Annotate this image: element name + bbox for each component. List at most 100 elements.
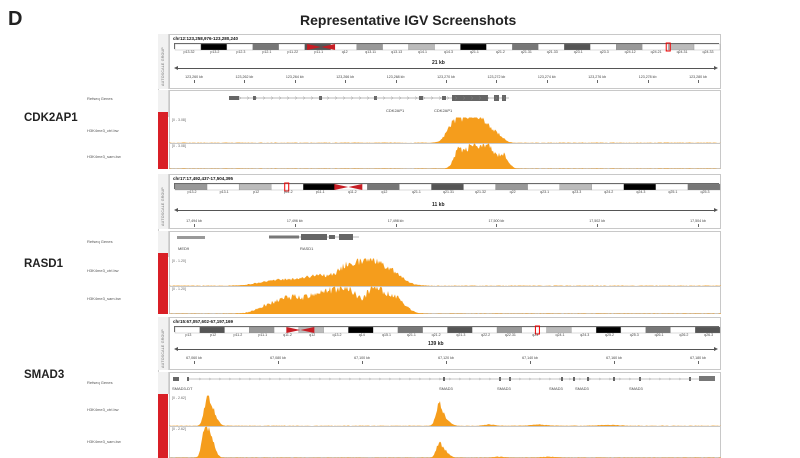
gene-exon: [419, 96, 423, 100]
gene-exon: [443, 377, 445, 381]
strand-arrow: [528, 377, 532, 381]
band-label: q24.3: [580, 333, 590, 337]
ruler-tick: [446, 361, 447, 364]
band-label: q13.13: [391, 50, 403, 54]
ruler-tick: [446, 80, 447, 83]
ruler-tick: [194, 361, 195, 364]
locus-box[interactable]: chr12:123,258,976-123,280,240: [173, 36, 239, 41]
band-label: p13.1: [219, 190, 229, 194]
ruler-tick-label: 123,268 kb: [386, 75, 405, 79]
strand-arrow: [578, 377, 582, 381]
chromosome-ideogram[interactable]: [174, 182, 721, 192]
strand-arrow: [406, 96, 410, 100]
strand-arrow: [270, 96, 274, 100]
gene-exon: [269, 235, 299, 239]
gene-exon: [689, 377, 691, 381]
gene-models[interactable]: [169, 231, 721, 257]
track-name[interactable]: H3K4me3_ctrl.bw: [87, 268, 119, 273]
gene-models[interactable]: [169, 372, 721, 394]
band-label: p11.2: [283, 190, 293, 194]
signal-coverage: [169, 143, 721, 169]
ideogram-band: [693, 43, 721, 51]
data-range-label: [0 - 2.62]: [172, 427, 186, 431]
strand-arrow: [258, 377, 262, 381]
ruler-arrow-right: [714, 347, 718, 351]
strand-arrow: [430, 96, 434, 100]
strand-arrow: [638, 377, 642, 381]
gene-exon: [509, 377, 511, 381]
ruler-tick-label: 123,260 kb: [185, 75, 203, 79]
ideogram-band: [687, 183, 721, 191]
figure-title: Representative IGV Screenshots: [300, 12, 517, 28]
ruler-tick-label: 67,120 kb: [438, 356, 454, 360]
refseq-label[interactable]: Refseq Genes: [87, 239, 113, 244]
ruler-tick-label: 123,280 kb: [689, 75, 707, 79]
locus-box[interactable]: chr17:17,492,437-17,504,395: [173, 176, 234, 181]
ideogram-bands: [174, 182, 721, 192]
signal-coverage: [169, 117, 721, 143]
gene-exon: [253, 96, 256, 100]
span-label: 139 kb: [428, 341, 444, 347]
ruler-tick: [294, 80, 296, 83]
strand-arrow: [548, 377, 552, 381]
gene-label: SMAD3: [497, 386, 511, 391]
ruler-tick: [698, 361, 699, 364]
strand-arrow: [478, 377, 482, 381]
band-label: q24.31: [676, 50, 688, 54]
band-label: q24.2: [604, 190, 614, 194]
strand-arrow: [310, 96, 314, 100]
band-label: q14.1: [418, 50, 428, 54]
strand-arrow: [298, 377, 302, 381]
ruler-arrow-right: [714, 208, 718, 212]
strand-arrow: [318, 96, 322, 100]
refseq-label[interactable]: Refseq Genes: [87, 380, 113, 385]
panel-letter: D: [8, 8, 23, 30]
band-label: p11.22: [287, 50, 299, 54]
ruler-tick-label: 17,496 kb: [286, 219, 303, 223]
band-label: q25.2: [605, 333, 615, 337]
ideogram-bands: [174, 325, 721, 335]
band-label: q21.31: [520, 50, 532, 54]
gene-exon: [442, 96, 446, 100]
strand-arrow: [328, 377, 332, 381]
gene-exon: [329, 235, 335, 239]
gene-exon: [452, 95, 488, 101]
igv-panel-cdk2ap1: AUTOSCALE GROUP chr12:123,258,976-123,28…: [86, 34, 721, 169]
coverage-area: [169, 117, 721, 143]
gene-models[interactable]: [169, 90, 721, 117]
track-color-marker: [158, 253, 168, 314]
gene-label: CDK2AP1: [386, 108, 405, 113]
ruler-tick-label: 17,502 kb: [589, 219, 606, 223]
span-label: 21 kb: [432, 60, 445, 66]
chromosome-ideogram[interactable]: [174, 42, 721, 52]
band-label: q23.1: [573, 50, 583, 54]
ruler-tick: [395, 224, 397, 227]
band-label: q14.3: [444, 50, 453, 54]
ruler-tick: [530, 361, 531, 364]
current-region-marker: [665, 42, 671, 52]
gene-exon: [301, 234, 327, 240]
strand-arrow: [438, 377, 442, 381]
coverage-area: [169, 286, 721, 314]
track-name[interactable]: H3K4me3_sam.bw: [87, 296, 121, 301]
chromosome-ideogram[interactable]: [174, 325, 721, 335]
strand-arrow: [286, 96, 290, 100]
refseq-label[interactable]: Refseq Genes: [87, 96, 113, 101]
band-label: q21.2: [495, 50, 505, 54]
strand-arrow: [382, 96, 386, 100]
span-label: 11 kb: [432, 202, 445, 208]
autoscale-label: AUTOSCALE GROUP: [161, 47, 165, 86]
track-name[interactable]: H3K4me3_ctrl.bw: [87, 407, 119, 412]
strand-arrow: [350, 96, 354, 100]
track-name[interactable]: H3K4me3_sam.bw: [87, 154, 121, 159]
locus-box[interactable]: chr15:67,057,602-67,197,169: [173, 319, 234, 324]
gene-name-smad3: SMAD3: [24, 369, 65, 381]
centromere-right: [321, 44, 336, 50]
centromere-left: [286, 327, 301, 333]
gene-exon: [177, 236, 205, 239]
ruler-tick: [496, 224, 497, 227]
track-name[interactable]: H3K4me3_ctrl.bw: [87, 128, 119, 133]
strand-arrow: [318, 377, 322, 381]
signal-track: H3K4me3_sam.bw [0 - 1.20]: [86, 286, 721, 314]
track-name[interactable]: H3K4me3_sam.bw: [87, 439, 121, 444]
